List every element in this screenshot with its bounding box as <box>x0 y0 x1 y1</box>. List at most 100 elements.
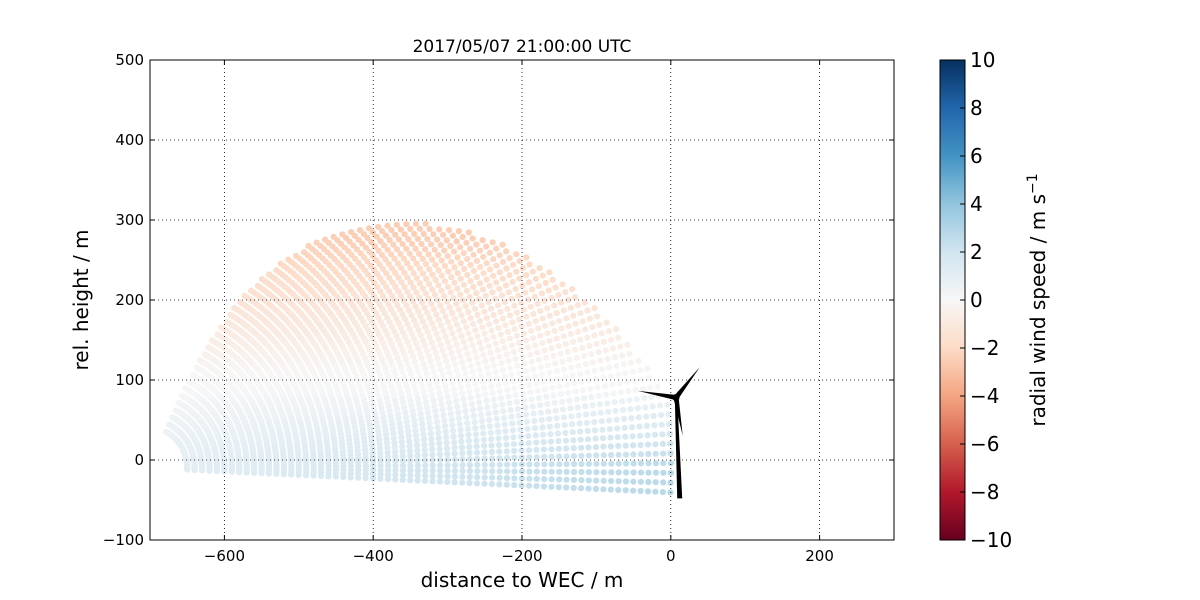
scan-point <box>600 460 607 467</box>
scan-point <box>430 306 437 313</box>
scan-point <box>172 407 179 414</box>
scan-point <box>652 460 660 467</box>
scan-point <box>506 335 513 342</box>
colorbar-tick-label: 10 <box>970 48 995 72</box>
scan-point <box>442 382 449 389</box>
scan-point <box>412 427 419 434</box>
scan-point <box>445 268 452 275</box>
scan-point <box>564 348 571 355</box>
scan-point <box>458 333 465 340</box>
scan-point <box>397 364 404 371</box>
scan-point <box>568 413 575 420</box>
scan-point <box>614 425 621 432</box>
scan-point <box>404 260 411 267</box>
scan-point <box>628 415 635 422</box>
scan-point <box>622 478 630 485</box>
scan-point <box>509 319 516 326</box>
scan-point <box>427 430 434 437</box>
scan-point <box>569 372 577 379</box>
scan-point <box>396 385 403 392</box>
scan-point <box>543 393 550 400</box>
scan-point <box>395 319 402 326</box>
scan-point <box>478 302 485 309</box>
scan-point <box>388 227 395 234</box>
scan-point <box>399 329 407 336</box>
scan-point <box>566 356 573 363</box>
scan-point <box>457 432 465 439</box>
scan-point <box>577 310 584 317</box>
scan-point <box>630 442 637 449</box>
scan-point <box>444 456 451 463</box>
scan-point <box>593 340 600 347</box>
scan-point <box>418 416 425 423</box>
scan-point <box>413 260 420 267</box>
scan-point <box>481 461 488 468</box>
scan-point <box>447 289 454 296</box>
scan-point <box>388 323 395 330</box>
scan-point <box>493 279 500 286</box>
scan-point <box>398 279 405 286</box>
scan-point <box>428 339 435 346</box>
scan-point <box>407 225 414 233</box>
scan-point <box>422 399 430 406</box>
scan-point <box>664 401 671 408</box>
scan-point <box>385 467 392 474</box>
scan-point <box>549 320 556 327</box>
scan-point <box>511 385 518 392</box>
scan-point <box>527 389 534 396</box>
scan-point <box>182 385 189 392</box>
scan-point <box>432 350 439 357</box>
scan-point <box>570 476 578 483</box>
scan-point <box>637 451 645 458</box>
scan-point <box>556 461 563 468</box>
scan-point <box>429 456 436 464</box>
scan-point <box>607 434 614 441</box>
scan-point <box>563 468 570 475</box>
scan-point <box>622 442 629 449</box>
scan-point <box>549 276 556 283</box>
scan-point <box>513 398 521 406</box>
scan-point <box>583 419 591 426</box>
scan-point <box>616 380 623 387</box>
scan-point <box>597 357 604 364</box>
scan-point <box>570 484 577 491</box>
scan-point <box>414 457 421 464</box>
scan-point <box>539 272 546 279</box>
scan-point <box>407 279 414 286</box>
scan-point <box>645 478 652 486</box>
scan-point <box>399 467 407 474</box>
scan-point <box>637 367 644 374</box>
scan-point <box>428 441 435 448</box>
scan-point <box>516 419 523 426</box>
scan-point <box>518 383 525 390</box>
scan-point <box>525 344 532 351</box>
scan-point <box>536 265 543 272</box>
scan-point <box>507 407 514 414</box>
scan-point <box>511 475 518 482</box>
scan-point <box>416 373 423 380</box>
scan-point <box>405 307 413 314</box>
scan-point <box>530 410 537 417</box>
scan-point <box>491 402 498 409</box>
scan-point <box>559 281 566 288</box>
scan-point <box>637 469 645 476</box>
scan-point <box>478 411 485 418</box>
scan-point <box>385 301 392 308</box>
scan-point <box>636 423 643 430</box>
scan-point <box>429 462 436 469</box>
scan-point <box>552 360 559 367</box>
scan-point <box>502 322 509 329</box>
scan-point <box>593 460 600 467</box>
scan-point <box>590 410 597 417</box>
scan-point <box>567 330 575 337</box>
scan-point <box>617 389 625 396</box>
scan-point <box>409 375 416 383</box>
scan-point <box>460 250 467 257</box>
scan-point <box>452 361 459 368</box>
scan-point <box>432 276 439 283</box>
scan-point <box>399 457 406 464</box>
scan-point <box>435 282 442 289</box>
scan-point <box>578 444 585 451</box>
scan-point <box>544 401 551 408</box>
scan-point <box>486 423 494 430</box>
